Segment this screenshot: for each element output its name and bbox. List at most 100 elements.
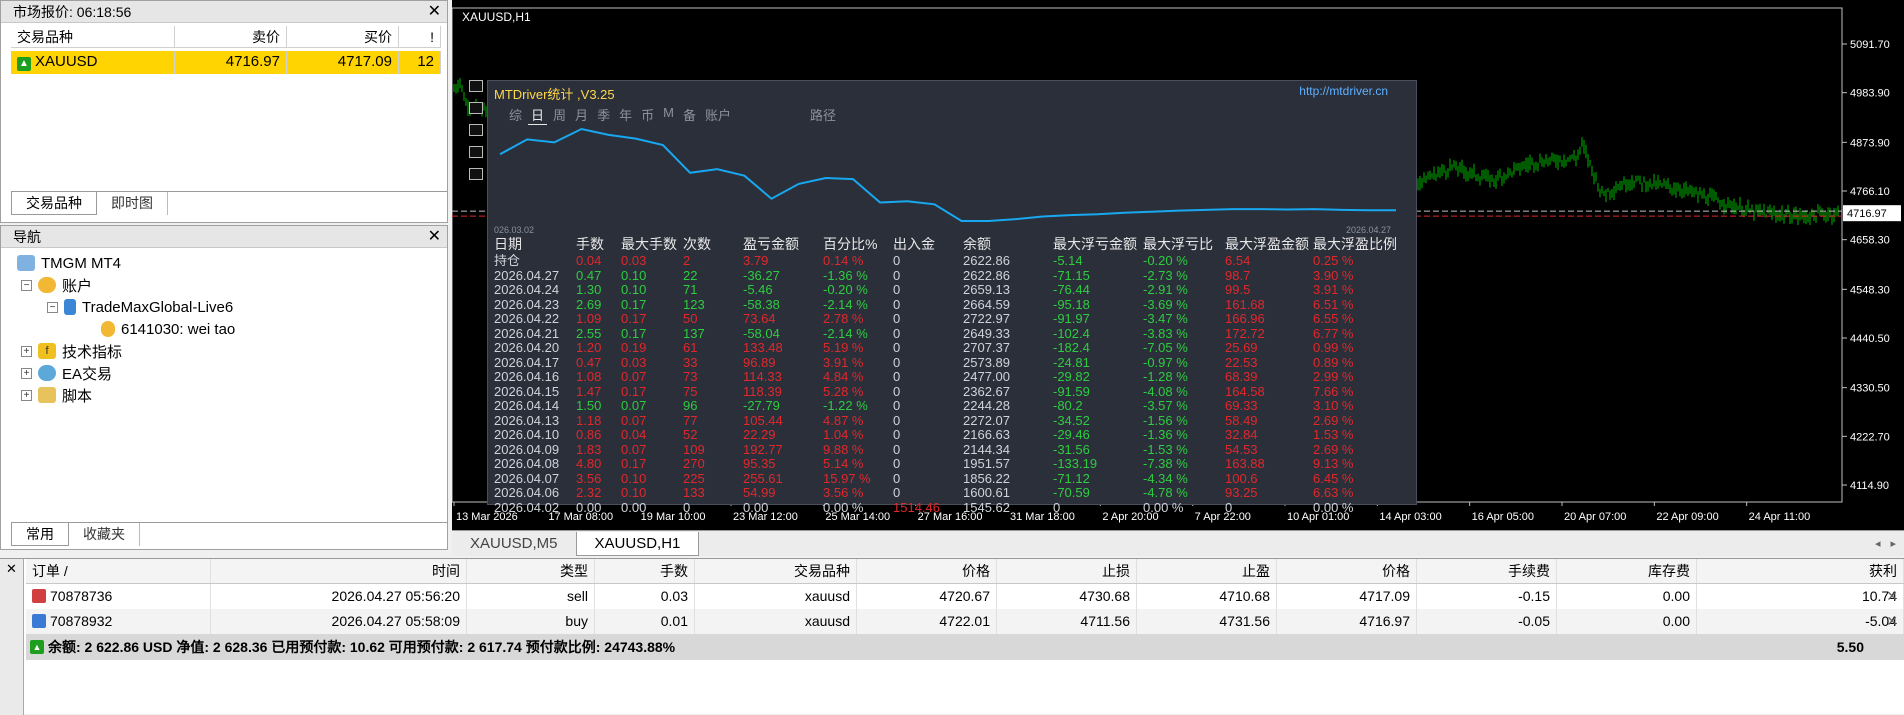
mtd-cell: 58.49 (1225, 413, 1258, 428)
mtd-cell: 2026.04.08 (494, 457, 560, 471)
tab-tick-chart[interactable]: 即时图 (97, 192, 168, 215)
tree-root[interactable]: TMGM MT4 (17, 252, 235, 274)
terminal-header-cell[interactable]: 手数 (595, 559, 695, 583)
chart-tabs: XAUUSD,M5 XAUUSD,H1 ◂ ▸ (452, 530, 1904, 556)
navigator-tree: TMGM MT4 − 账户 − TradeMaxGlobal-Live6 614… (17, 252, 235, 406)
mtd-table-header: 日期 手数 最大手数 次数 盈亏金额 百分比% 出入金 余额 最大浮亏金额 最大浮亏比 最大浮盈金额… (494, 237, 1416, 254)
col-bid[interactable]: 卖价 (175, 26, 287, 47)
symbol-row[interactable]: ▲ XAUUSD 4716.97 4717.09 12 (11, 51, 441, 74)
col-ask[interactable]: 买价 (287, 26, 399, 47)
tree-experts[interactable]: + EA交易 (17, 362, 235, 384)
close-order-icon[interactable]: ✕ (1886, 588, 1898, 604)
terminal-header-cell[interactable]: 时间 (211, 559, 467, 583)
mtd-cell: 3.10 % (1313, 399, 1354, 413)
calendar-icon[interactable] (469, 102, 483, 114)
mtd-cell: 54.53 (1225, 442, 1258, 457)
terminal-close-icon[interactable]: ✕ (6, 561, 17, 576)
terminal-header-cell[interactable]: 价格 (1277, 559, 1417, 583)
tab-common[interactable]: 常用 (11, 523, 69, 546)
list-icon[interactable] (469, 124, 483, 136)
tree-scripts[interactable]: + 脚本 (17, 384, 235, 406)
mtd-cell: 0.07 (621, 399, 647, 413)
mtd-menu-item[interactable]: 月 (575, 108, 589, 123)
mtd-cell: 137 (683, 326, 705, 341)
current-price-box (1843, 205, 1901, 222)
settings-icon[interactable] (469, 146, 483, 158)
chart-symbol-label: XAUUSD,H1 (462, 10, 531, 24)
order-cell: 0.00 (1557, 584, 1697, 609)
col-symbol[interactable]: 交易品种 (11, 26, 175, 47)
collapse-icon[interactable]: − (21, 279, 32, 291)
price-tick-label: 4983.90 (1850, 88, 1890, 100)
mtd-cell: 2026.04.07 (494, 471, 560, 486)
mtdriver-url-link[interactable]: http://mtdriver.cn (1299, 84, 1388, 98)
mtd-cell: 0 (1225, 500, 1233, 515)
terminal-header-cell[interactable]: 订单 / (26, 559, 211, 583)
tree-accounts[interactable]: − 账户 (17, 274, 235, 296)
tab-favorites[interactable]: 收藏夹 (69, 523, 140, 546)
mtd-cell: 2.55 (576, 326, 602, 341)
expand-icon[interactable]: + (21, 389, 32, 401)
mtd-cell: 61 (683, 341, 698, 355)
price-tick-label: 4658.30 (1850, 235, 1890, 247)
mtd-table-row: 2026.04.07 3.56 0.10 225 255.61 15.97 % 0 1856.… (494, 472, 1416, 487)
scroll-right-icon[interactable]: ▸ (1890, 538, 1896, 550)
collapse-icon[interactable]: − (47, 301, 58, 313)
mtd-menu-item[interactable]: 路径 (809, 108, 836, 123)
col-spread[interactable]: ! (399, 26, 441, 47)
navigator-close-icon[interactable]: ✕ (427, 228, 441, 245)
mtd-cell: 73.64 (743, 312, 776, 326)
mtd-cell: 0.10 (621, 486, 647, 500)
mtd-cell: 2622.86 (963, 268, 1010, 283)
mtd-cell: 5.14 % (823, 457, 864, 471)
terminal-header-cell[interactable]: 价格 (857, 559, 997, 583)
mtd-cell: -1.36 % (1143, 428, 1188, 442)
mtd-cell: 2026.04.02 (494, 500, 560, 515)
order-row[interactable]: 70878736 2026.04.27 05:56:20 sell 0.03 xauus… (26, 584, 1904, 609)
mtd-cell: 9.88 % (823, 442, 864, 457)
price-tick-label: 4873.90 (1850, 137, 1890, 149)
terminal-header-cell[interactable]: 库存费 (1557, 559, 1697, 583)
terminal-header-cell[interactable]: 手续费 (1417, 559, 1557, 583)
tree-account[interactable]: 6141030: wei tao (17, 318, 235, 340)
terminal-header-cell[interactable]: 类型 (467, 559, 595, 583)
mtd-cell: 5.28 % (823, 384, 864, 399)
mtd-menu-item[interactable]: 日 (528, 105, 548, 125)
mtd-menu-item[interactable]: 账户 (704, 108, 731, 123)
mtd-menu-item[interactable]: M (663, 105, 674, 120)
mtd-menu-item[interactable]: 综 (509, 108, 523, 123)
terminal-header-cell[interactable]: 止损 (997, 559, 1137, 583)
mtd-cell: 0.17 (621, 384, 647, 399)
tab-chart-h1[interactable]: XAUUSD,H1 (575, 531, 700, 556)
expand-icon[interactable]: + (21, 345, 32, 357)
order-row[interactable]: 70878932 2026.04.27 05:58:09 buy 0.01 xauusd… (26, 609, 1904, 634)
tab-chart-m5[interactable]: XAUUSD,M5 (470, 534, 558, 552)
mtd-cell: 0.00 % (1143, 500, 1184, 515)
mtd-menu-item[interactable]: 年 (619, 108, 633, 123)
terminal-header-cell[interactable]: 获利 (1697, 559, 1904, 583)
scroll-left-icon[interactable]: ◂ (1874, 538, 1881, 550)
terminal-header-cell[interactable]: 交易品种 (695, 559, 857, 583)
tab-symbols[interactable]: 交易品种 (11, 192, 97, 215)
mtd-cell: 0.86 (576, 428, 602, 442)
mtd-cell: 0.47 (576, 268, 602, 283)
time-tick-label: 24 Apr 11:00 (1749, 511, 1811, 523)
mtd-menu-item[interactable]: 季 (597, 108, 611, 123)
mtd-cell: -2.14 % (823, 326, 868, 341)
mtd-menu-item[interactable]: 币 (641, 108, 655, 123)
mtd-cell: 93.25 (1225, 486, 1258, 500)
mtd-cell: 2573.89 (963, 355, 1010, 370)
close-order-icon[interactable]: ✕ (1886, 613, 1898, 629)
mtd-menu-item[interactable]: 周 (553, 108, 567, 123)
expand-icon[interactable]: + (21, 367, 32, 379)
minimize-icon[interactable] (469, 80, 483, 92)
tree-indicators[interactable]: + f 技术指标 (17, 340, 235, 362)
mtd-cell: 99.5 (1225, 283, 1251, 297)
tree-server[interactable]: − TradeMaxGlobal-Live6 (17, 296, 235, 318)
mtd-menu-item[interactable]: 备 (682, 108, 696, 123)
market-watch-header: 交易品种 卖价 买价 ! (11, 26, 441, 48)
mtd-cell: -4.34 % (1143, 471, 1188, 486)
terminal-header-cell[interactable]: 止盈 (1137, 559, 1277, 583)
market-watch-close-icon[interactable]: ✕ (427, 3, 441, 20)
help-icon[interactable] (469, 168, 483, 180)
